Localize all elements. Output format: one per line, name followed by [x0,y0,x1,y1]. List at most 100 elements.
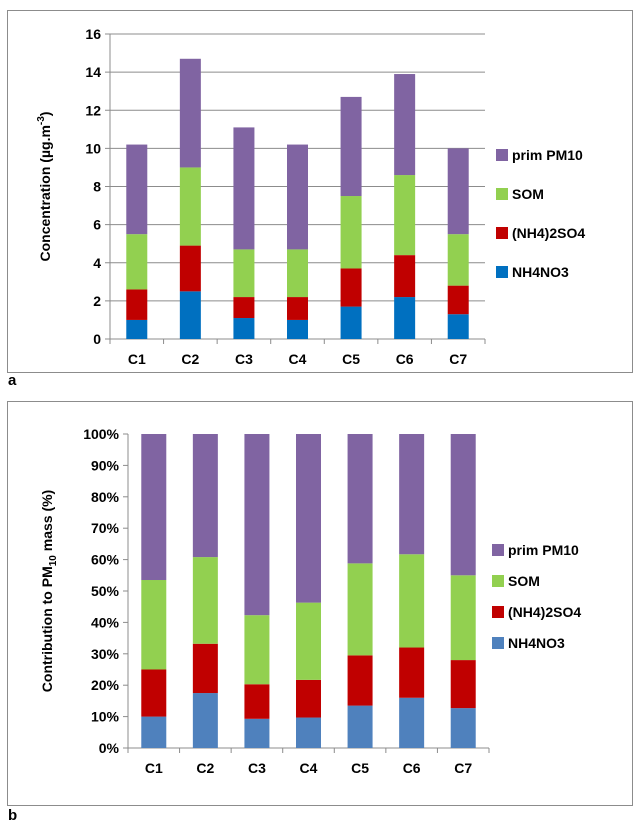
y-tick-label: 16 [85,26,101,42]
legend-swatch [492,606,504,618]
y-tick-label: 6 [93,217,101,233]
y-tick-label: 14 [85,64,101,80]
bar-segment [450,575,476,661]
legend-swatch [496,188,508,200]
bar-segment [447,285,469,315]
bar-segment [296,602,321,680]
bar-segment [126,319,148,339]
bar-segment [347,434,373,564]
bar-segment [399,434,425,555]
legend-label: (NH4)2SO4 [512,225,585,241]
bar-segment [447,234,469,286]
x-tick-label: C6 [396,351,414,367]
bar-segment [399,554,425,648]
panel-label-b: b [8,807,18,824]
y-tick-label: 100% [83,426,119,442]
y-tick-label: 12 [85,102,101,118]
x-tick-label: C4 [300,760,318,776]
legend-label: prim PM10 [512,147,583,163]
bar-segment [347,563,373,656]
bar-segment [179,58,201,168]
bar-segment [244,718,270,748]
bar-segment [394,74,416,176]
x-tick-label: C1 [128,351,146,367]
bar-segment [287,249,308,298]
bar-segment [340,268,362,307]
y-axis-title: Concentration (µg.m-3) [36,112,53,262]
bar-segment [244,684,270,719]
bar-segment [450,708,476,748]
bar-segment [141,434,167,581]
bar-segment [450,660,476,709]
legend-label: prim PM10 [508,542,579,558]
y-tick-label: 70% [91,520,120,536]
bar-segment [141,716,167,748]
y-tick-label: 90% [91,457,120,473]
bar-segment [233,297,255,319]
bar-segment [447,314,469,339]
bar-segment [233,127,255,250]
bar-segment [340,96,362,197]
legend-swatch [492,544,504,556]
bar-segment [244,615,270,685]
bar-segment [192,643,218,694]
y-tick-label: 10 [85,140,101,156]
x-tick-label: C7 [449,351,467,367]
bar-segment [126,234,148,290]
x-tick-label: C3 [248,760,266,776]
legend-swatch [496,266,508,278]
bar-segment [287,297,308,320]
bar-segment [296,434,321,603]
bar-segment [296,717,321,748]
y-tick-label: 20% [91,677,120,693]
bar-segment [233,318,255,339]
bar-segment [192,557,218,644]
bar-segment [394,297,416,339]
y-tick-label: 60% [91,552,120,568]
panel-label-a: a [8,372,17,389]
chart-panel-b: 0% 10% 20% 30% 40% 50% 60% 70% 80% 90% 100% C1 C2 C3 C… [7,401,633,806]
bar-segment [340,196,362,269]
bar-segment [347,655,373,706]
bar-segment [287,319,308,339]
bar-segment [192,693,218,748]
bar-segment [179,291,201,339]
y-tick-label: 8 [93,179,101,195]
y-tick-label: 10% [91,709,120,725]
bar-segment [340,306,362,339]
y-tick-label: 40% [91,614,120,630]
legend-label: SOM [508,573,540,589]
bar-segment [394,175,416,256]
y-tick-label: 30% [91,646,120,662]
y-tick-label: 0% [99,740,120,756]
chart-b-svg: 0% 10% 20% 30% 40% 50% 60% 70% 80% 90% 100% C1 C2 C3 C… [39,426,581,776]
bar-segment [287,144,308,250]
bar-segment [179,245,201,292]
bar-segment [244,434,270,616]
bar-segment [399,697,425,748]
y-tick-label: 80% [91,489,120,505]
x-tick-label: C7 [454,760,472,776]
bar-segment [347,705,373,748]
x-tick-label: C2 [181,351,199,367]
y-axis-title: Contribution to PM10 mass (%) [39,490,59,692]
bar-segment [233,249,255,298]
bar-segment [192,434,218,558]
chart-a-svg: 0 2 4 6 8 10 12 14 16 C1 C2 C3 C4 C5 C6 C7 Concentration… [36,26,585,367]
bar-segment [141,580,167,670]
x-tick-label: C6 [403,760,421,776]
y-tick-label: 2 [93,293,101,309]
bar-segment [141,669,167,717]
legend-swatch [496,227,508,239]
bar-segment [394,255,416,298]
legend-label: (NH4)2SO4 [508,604,581,620]
legend-swatch [496,149,508,161]
y-tick-label: 4 [93,255,101,271]
bar-segment [126,289,148,320]
legend-label: NH4NO3 [508,635,565,651]
bar-segment [296,679,321,718]
legend-label: SOM [512,186,544,202]
legend-swatch [492,575,504,587]
bar-segment [179,167,201,246]
x-tick-label: C1 [145,760,163,776]
